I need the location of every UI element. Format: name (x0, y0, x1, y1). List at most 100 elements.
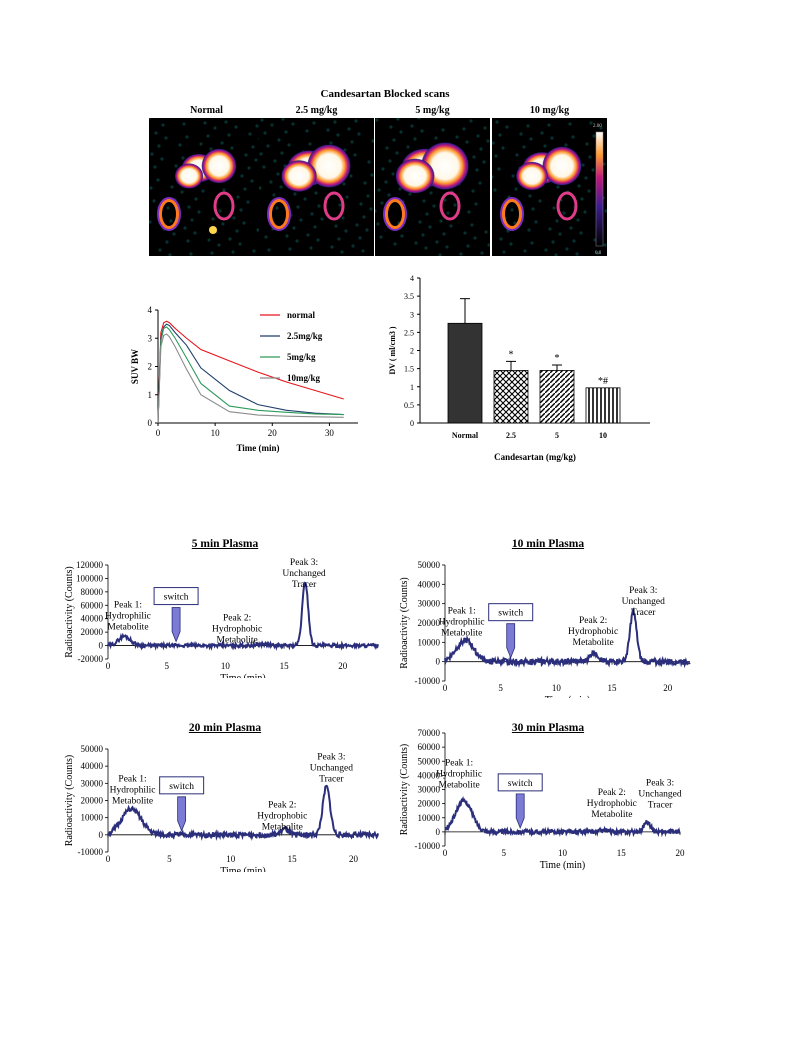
y-tick-label: 30000 (81, 778, 104, 788)
peak-label-2: Metabolite (573, 638, 614, 648)
scan-speckle (252, 249, 256, 253)
scan-speckle (591, 168, 595, 172)
category-label-1: 2.5 (506, 431, 516, 440)
peak-label-2: Hydrophobic (212, 625, 262, 635)
scan-speckle (469, 119, 473, 123)
bar-0 (447, 322, 483, 424)
scan-speckle (551, 240, 555, 244)
scan-speckle (538, 199, 542, 203)
scan-speckle (317, 204, 321, 208)
scan-speckle (581, 163, 585, 167)
liver-signal (395, 158, 435, 194)
x-tick-label: 0 (106, 661, 111, 671)
scan-speckle (242, 221, 246, 225)
scan-speckle (599, 126, 603, 130)
scan-speckle (476, 134, 480, 138)
scan-speckle (250, 179, 254, 183)
x-tick-label: 5 (164, 661, 169, 671)
category-label-0: Normal (452, 431, 479, 440)
kidney-signal (157, 197, 181, 231)
scan-graphic (149, 118, 264, 256)
scan-speckle (306, 233, 310, 237)
y-tick-label: 2 (148, 362, 153, 372)
scan-speckle (361, 249, 365, 253)
scan-speckle (422, 199, 426, 203)
peak-label-1: Metabolite (441, 628, 482, 638)
radio-trace (444, 607, 691, 669)
kidney-signal (500, 197, 524, 231)
scan-speckle (470, 223, 474, 227)
scan-label-2-5: 2.5 mg/kg (295, 105, 338, 116)
scan-speckle (478, 181, 482, 185)
category-label-2: 5 (555, 431, 559, 440)
scan-speckle (281, 118, 285, 121)
scan-speckle (388, 159, 392, 163)
scan-speckle (259, 152, 263, 156)
x-axis-label: Time (min) (236, 443, 279, 453)
scan-image-2 (375, 118, 490, 256)
kidney-signal (556, 191, 578, 221)
y-tick-label: 40000 (418, 579, 441, 589)
scan-speckle (150, 152, 154, 156)
y-tick-label: -10000 (78, 847, 104, 857)
switch-label: switch (169, 782, 194, 792)
scan-speckle (381, 167, 385, 171)
scan-speckle (275, 206, 279, 210)
scan-speckle (280, 151, 284, 155)
scan-speckle (421, 233, 425, 237)
bar-2 (539, 370, 575, 424)
scan-speckle (588, 155, 592, 159)
peak-label-3: Tracer (648, 800, 673, 810)
peak-label-1: Metabolite (107, 622, 148, 632)
peak-label-1: Metabolite (439, 780, 480, 790)
scan-speckle (362, 215, 366, 219)
scan-speckle (556, 185, 560, 189)
switch-box (153, 587, 199, 606)
scan-speckle (529, 137, 533, 141)
scan-speckle (230, 146, 234, 150)
scan-speckle (562, 211, 566, 215)
scan-speckle (238, 242, 242, 246)
scan-speckle (579, 231, 583, 235)
scan-speckle (438, 253, 442, 256)
scan-speckle (569, 226, 573, 230)
scan-speckle (580, 197, 584, 201)
scan-speckle (492, 141, 495, 145)
scan-speckle (514, 187, 518, 191)
scan-speckle (495, 120, 499, 124)
y-tick-label: 10000 (418, 637, 441, 647)
kidney-signal (158, 198, 180, 230)
significance-mark-3: *# (598, 376, 608, 387)
scan-speckle (264, 235, 268, 239)
y-axis-label: Radioactivity (Counts) (64, 566, 75, 657)
scan-speckle (365, 228, 369, 232)
y-tick-label: 2 (410, 347, 414, 356)
scan-speckle (350, 140, 354, 144)
x-axis-label: Time (min) (545, 695, 590, 698)
scan-speckle (389, 125, 393, 129)
scan-image-0 (149, 118, 264, 256)
liver-signal (542, 146, 582, 186)
scan-speckle (511, 174, 515, 178)
scan-speckle (406, 145, 410, 149)
y-axis-label: Radioactivity (Counts) (64, 755, 75, 846)
scan-speckle (425, 212, 429, 216)
peak-label-3: Unchanged (310, 763, 354, 773)
scan-speckle (544, 248, 548, 252)
scan-speckle (267, 248, 271, 252)
scan-speckle (239, 208, 243, 212)
scan-speckle (575, 252, 579, 256)
scan-speckle (209, 147, 213, 151)
y-tick-label: -20000 (78, 654, 104, 664)
scan-speckle (376, 222, 380, 226)
scan-speckle (509, 242, 513, 246)
scan-speckle (499, 237, 503, 241)
scan-speckle (465, 140, 469, 144)
y-tick-label: 10000 (418, 813, 441, 823)
scan-speckle (314, 191, 318, 195)
scan-speckle (270, 123, 274, 127)
scan-speckle (522, 145, 526, 149)
colorbar-min: 0.0 (595, 251, 602, 256)
scan-speckle (510, 208, 514, 212)
peak-label-1: Metabolite (112, 797, 153, 807)
